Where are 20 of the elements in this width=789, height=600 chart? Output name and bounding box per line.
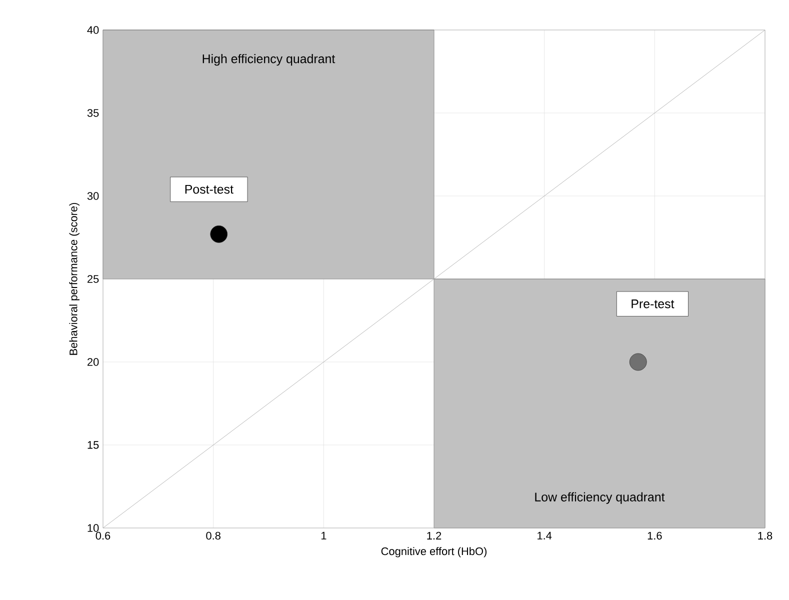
annotation: High efficiency quadrant — [202, 54, 336, 66]
y-tick-label: 40 — [87, 26, 99, 34]
y-tick-label: 30 — [87, 192, 99, 200]
x-axis-title: Cognitive effort (HbO) — [381, 547, 486, 558]
x-tick-label: 1.6 — [648, 532, 662, 540]
y-tick-label: 25 — [88, 275, 99, 283]
annotation: Low efficiency quadrant — [535, 492, 665, 504]
x-tick-label: 1.8 — [758, 532, 772, 540]
annotation: Post-test — [185, 185, 234, 194]
x-tick-label: 1.4 — [538, 532, 552, 540]
y-tick-label: 35 — [87, 109, 99, 117]
y-tick-label: 10 — [88, 524, 99, 532]
annotation: Pre-test — [632, 300, 674, 308]
y-axis-title: Behavioral performance (score) — [69, 202, 80, 355]
y-tick-label: 15 — [88, 441, 99, 449]
x-tick-label: 0.6 — [96, 532, 110, 540]
x-tick-label: 1.2 — [427, 532, 442, 540]
x-tick-label: 0.8 — [206, 532, 220, 540]
y-tick-label: 20 — [88, 358, 99, 366]
x-tick-label: 1 — [321, 532, 326, 540]
